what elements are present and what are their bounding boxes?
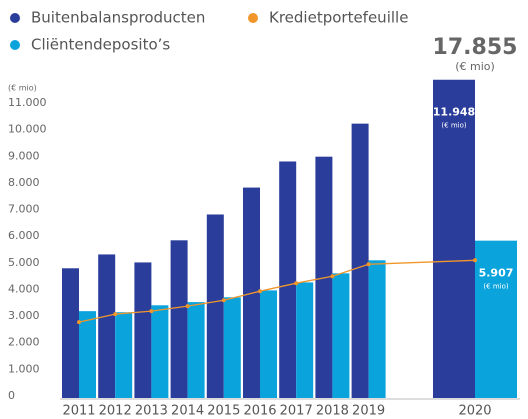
- x-tick-label: 2013: [135, 404, 168, 419]
- line-point: [221, 298, 226, 303]
- total-label: 17.855: [433, 35, 518, 60]
- x-tick-label: 2020: [458, 404, 491, 419]
- value-unit: (€ mio): [483, 283, 508, 291]
- bar: [115, 312, 133, 398]
- y-tick-label: 10.000: [8, 123, 47, 136]
- bar: [296, 282, 314, 398]
- y-tick-label: 5.000: [8, 256, 40, 269]
- legend-label: Cliëntendeposito’s: [31, 36, 170, 54]
- y-tick-label: 11.000: [8, 96, 47, 109]
- x-tick-label: 2012: [99, 404, 132, 419]
- line-point: [473, 258, 477, 263]
- legend-marker: [248, 13, 258, 23]
- legend-label: Buitenbalansproducten: [31, 9, 205, 27]
- value-unit: (€ mio): [441, 122, 466, 130]
- line-point: [294, 281, 299, 286]
- bar: [187, 302, 205, 398]
- line-point: [366, 262, 371, 267]
- x-tick-label: 2017: [280, 404, 313, 419]
- bar: [206, 214, 224, 398]
- y-tick-label: 8.000: [8, 176, 40, 189]
- y-tick-label: 1.000: [8, 362, 40, 375]
- bar: [134, 262, 152, 398]
- line-point: [113, 312, 118, 317]
- line-point: [258, 289, 262, 294]
- legend-marker: [10, 40, 20, 50]
- line-point: [185, 304, 190, 309]
- x-tick-label: 2019: [352, 404, 385, 419]
- bar: [433, 79, 475, 399]
- x-tick-label: 2015: [207, 404, 240, 419]
- y-tick-label: 6.000: [8, 229, 40, 242]
- bar: [351, 123, 369, 399]
- legend-marker: [10, 13, 20, 23]
- y-tick-label: 0: [8, 389, 15, 402]
- bar: [170, 240, 188, 398]
- x-tick-label: 2014: [171, 404, 204, 419]
- bar: [279, 161, 297, 398]
- bar: [151, 305, 169, 398]
- bar: [79, 311, 96, 398]
- line-point: [330, 274, 335, 279]
- bar: [475, 240, 517, 398]
- x-tick-label: 2016: [243, 404, 276, 419]
- legend-label: Kredietportefeuille: [269, 9, 408, 27]
- line-point: [149, 309, 154, 314]
- bar: [223, 297, 241, 398]
- line-point: [77, 320, 81, 325]
- y-tick-label: 7.000: [8, 203, 40, 216]
- y-tick-label: 3.000: [8, 309, 40, 322]
- bar: [332, 273, 350, 398]
- value-label: 5.907: [479, 267, 514, 280]
- x-tick-label: 2011: [62, 404, 95, 419]
- x-tick-label: 2018: [316, 404, 349, 419]
- value-label: 11.948: [433, 106, 475, 119]
- bar: [260, 290, 277, 398]
- line: [78, 259, 476, 323]
- bar: [62, 268, 79, 398]
- bar: [98, 254, 116, 398]
- y-tick-label: 9.000: [8, 149, 40, 162]
- y-tick-label: 4.000: [8, 282, 40, 295]
- total-unit: (€ mio): [455, 60, 495, 73]
- axis-unit: (€ mio): [8, 84, 37, 93]
- y-tick-label: 2.000: [8, 336, 40, 349]
- bar: [368, 260, 386, 398]
